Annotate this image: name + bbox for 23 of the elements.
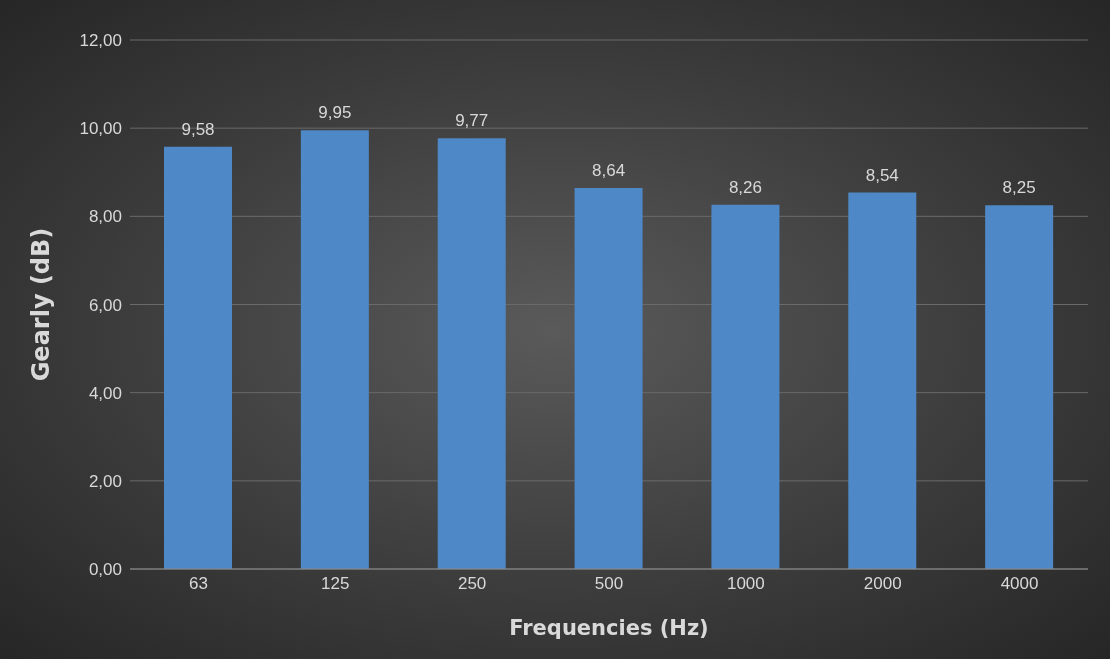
data-label: 8,26 [728, 177, 762, 197]
y-tick-label: 2,00 [88, 471, 122, 491]
y-tick-label: 12,00 [79, 31, 122, 51]
y-tick-label: 4,00 [88, 383, 122, 403]
y-tick-label: 0,00 [88, 560, 122, 580]
x-tick-label: 4000 [1000, 574, 1039, 594]
y-tick-label: 10,00 [79, 119, 122, 139]
data-label: 8,25 [1002, 178, 1036, 198]
x-tick-label: 125 [321, 574, 350, 594]
y-axis-title: Gearly (dB) [26, 227, 55, 382]
x-tick-label: 63 [188, 574, 208, 594]
y-tick-label: 8,00 [88, 207, 122, 227]
data-label: 9,77 [455, 111, 489, 131]
x-tick-label: 250 [457, 574, 487, 594]
x-tick-label: 500 [594, 574, 624, 594]
data-label: 8,54 [865, 165, 899, 185]
x-tick-label: 2000 [863, 574, 902, 594]
data-label: 8,64 [592, 161, 626, 181]
y-tick-label: 6,00 [88, 295, 122, 315]
data-label: 9,95 [318, 103, 352, 123]
data-label: 9,58 [181, 119, 215, 139]
x-tick-label: 1000 [726, 574, 765, 594]
x-axis-title: Frequencies (Hz) [509, 616, 709, 640]
